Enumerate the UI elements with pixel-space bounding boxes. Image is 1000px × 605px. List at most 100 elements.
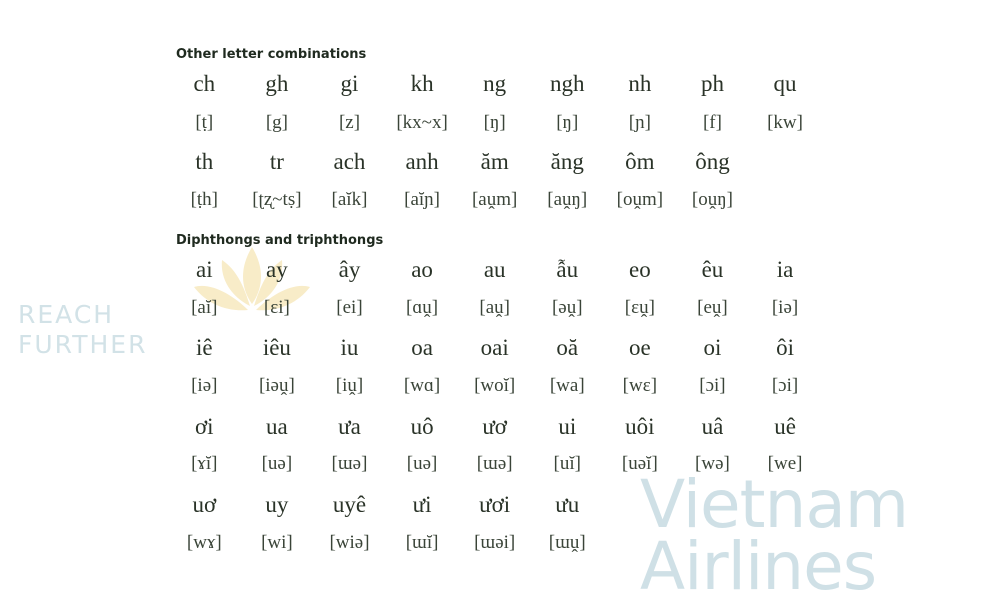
ipa-transcription: [iəṷ] <box>258 375 295 396</box>
ipa-transcription: [ei] <box>336 297 363 318</box>
ipa-transcription: [ṭh] <box>190 189 219 210</box>
letter-combination: iu <box>340 335 359 360</box>
letter-combination: ây <box>338 257 361 282</box>
letter-combination: ươi <box>479 492 511 517</box>
ipa-row: [ɤĭ] [uə] [ɯə] [uə] [ɯə] [uĭ] [uəĭ] [wə] [we] <box>168 453 821 475</box>
letter-combination: ui <box>558 414 577 439</box>
letter-combination: ông <box>695 149 730 174</box>
letter-row: ai ay ây ao au ẫu eo êu ia <box>168 257 821 283</box>
ipa-row: [iə] [iəṷ] [iṷ] [wɑ] [woĭ] [wa] [wɛ] [ɔi] [ɔi] <box>168 375 821 397</box>
letter-combination: ăng <box>550 149 584 174</box>
letter-row: ch gh gi kh ng ngh nh ph qu <box>168 71 821 97</box>
letter-combination: ưa <box>338 414 361 439</box>
letter-combination: oi <box>703 335 722 360</box>
ipa-transcription: [g] <box>265 112 288 133</box>
letter-combination: uôi <box>625 414 655 439</box>
ipa-transcription: [uə] <box>406 453 438 474</box>
letter-combination: ưu <box>555 492 580 517</box>
letter-combination: oa <box>411 335 433 360</box>
letter-combination: au <box>483 257 506 282</box>
ipa-transcription: [uə] <box>261 453 293 474</box>
ipa-row: [ṭ] [g] [z] [kx~x] [ŋ] [ŋ] [ɲ] [f] [kw] <box>168 112 821 134</box>
ipa-transcription: [aĭ] <box>191 297 218 318</box>
letter-combination: ngh <box>550 71 585 96</box>
ipa-transcription: [ɯĭ] <box>405 532 439 553</box>
ipa-transcription: [ŋ] <box>483 112 506 133</box>
letter-combination: th <box>195 149 214 174</box>
letter-combination: ua <box>266 414 288 439</box>
letter-row: iê iêu iu oa oai oă oe oi ôi <box>168 335 821 361</box>
letter-combination: uâ <box>701 414 724 439</box>
letter-combination: ơi <box>195 414 214 439</box>
ipa-transcription: [ɤĭ] <box>191 453 218 474</box>
letter-combination: uê <box>774 414 796 439</box>
ipa-transcription: [woĭ] <box>474 375 516 396</box>
ipa-transcription: [əṷ] <box>551 297 583 318</box>
ipa-transcription: [oṷm] <box>616 189 664 210</box>
letter-combination: iê <box>195 335 213 360</box>
letter-combination: ai <box>195 257 213 282</box>
letter-combination: uy <box>265 492 289 517</box>
letter-combination: ach <box>333 149 366 174</box>
letter-combination: ia <box>776 257 794 282</box>
letter-combination: ăm <box>480 149 509 174</box>
ipa-transcription: [wa] <box>549 375 585 396</box>
letter-row: uơ uy uyê ưi ươi ưu <box>168 492 604 518</box>
letter-combination: nh <box>628 71 652 96</box>
letter-combination: ôm <box>625 149 655 174</box>
letter-combination: ng <box>483 71 507 96</box>
ipa-transcription: [ṭ] <box>195 112 214 133</box>
ipa-row: [ṭh] [ʈʐ~tṣ] [aĭk] [aĭɲ] [aṷm] [aṷŋ] [oṷm] [oṷŋ… <box>168 189 749 211</box>
ipa-transcription: [aĭɲ] <box>404 189 441 210</box>
letter-combination: ươ <box>482 414 507 439</box>
ipa-transcription: [we] <box>767 453 803 474</box>
watermark-tagline: REACH FURTHER <box>18 300 148 359</box>
ipa-transcription: [wɤ] <box>186 532 222 553</box>
ipa-transcription: [wiə] <box>329 532 370 553</box>
ipa-transcription: [aṷŋ] <box>547 189 588 210</box>
letter-combination: ay <box>266 257 288 282</box>
ipa-transcription: [oṷŋ] <box>691 189 733 210</box>
letter-combination: eo <box>629 257 651 282</box>
ipa-transcription: [ɔi] <box>771 375 799 396</box>
ipa-transcription: [ɑṷ] <box>406 297 439 318</box>
ipa-transcription: [ɛṷ] <box>624 297 655 318</box>
ipa-transcription: [uĭ] <box>553 453 581 474</box>
ipa-transcription: [iə] <box>771 297 799 318</box>
letter-combination: ao <box>411 257 433 282</box>
ipa-row: [aĭ] [ɛi] [ei] [ɑṷ] [aṷ] [əṷ] [ɛṷ] [eṷ] [iə] <box>168 297 821 319</box>
ipa-transcription: [ʈʐ~tṣ] <box>252 189 302 210</box>
section-heading: Other letter combinations <box>176 47 367 62</box>
letter-combination: ưi <box>412 492 432 517</box>
ipa-row: [wɤ] [wi] [wiə] [ɯĭ] [ɯəi] [ɯṷ] <box>168 532 604 554</box>
ipa-transcription: [aĭk] <box>331 189 368 210</box>
letter-combination: uyê <box>332 492 367 517</box>
ipa-transcription: [eṷ] <box>697 297 728 318</box>
ipa-transcription: [aṷ] <box>479 297 510 318</box>
ipa-transcription: [wi] <box>261 532 293 553</box>
letter-row: ơi ua ưa uô ươ ui uôi uâ uê <box>168 414 821 440</box>
letter-combination: oai <box>480 335 509 360</box>
ipa-transcription: [ɛi] <box>263 297 290 318</box>
ipa-transcription: [ŋ] <box>556 112 579 133</box>
ipa-transcription: [ɔi] <box>699 375 726 396</box>
letter-combination: tr <box>269 149 284 174</box>
letter-combination: kh <box>410 71 434 96</box>
letter-combination: uô <box>410 414 434 439</box>
letter-combination: anh <box>405 149 439 174</box>
letter-combination: iêu <box>262 335 291 360</box>
letter-combination: êu <box>701 257 724 282</box>
ipa-transcription: [uəĭ] <box>621 453 658 474</box>
letter-combination: oe <box>629 335 651 360</box>
ipa-transcription: [ɲ] <box>628 112 651 133</box>
ipa-transcription: [aṷm] <box>471 189 518 210</box>
ipa-transcription: [wɑ] <box>403 375 441 396</box>
section-heading: Diphthongs and triphthongs <box>176 233 384 248</box>
ipa-transcription: [wɛ] <box>622 375 658 396</box>
ipa-transcription: [ɯə] <box>476 453 513 474</box>
letter-combination: ẫu <box>556 257 579 282</box>
letter-combination: ôi <box>776 335 794 360</box>
ipa-transcription: [f] <box>702 112 722 133</box>
letter-combination: oă <box>556 335 579 360</box>
ipa-transcription: [iə] <box>191 375 218 396</box>
